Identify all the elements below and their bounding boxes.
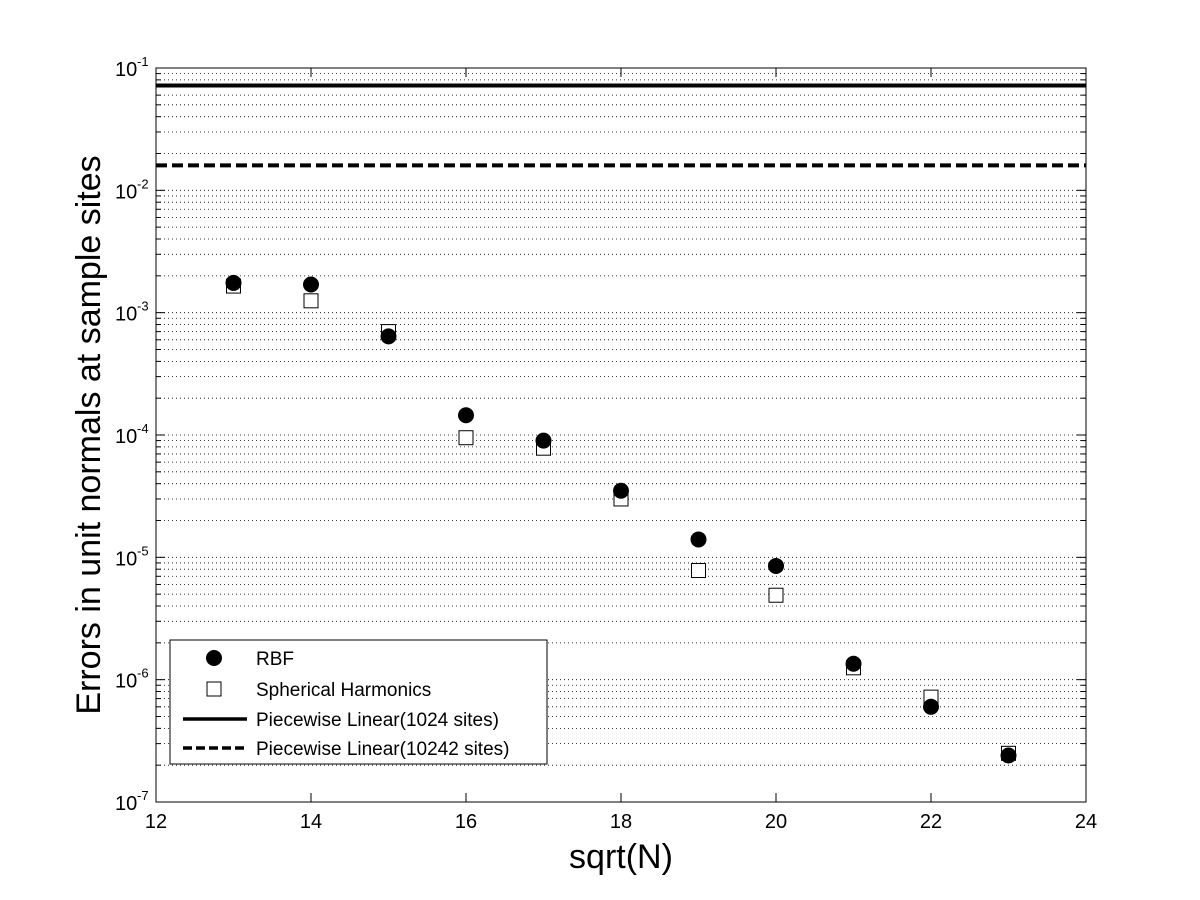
rbf-point bbox=[535, 432, 552, 449]
rbf-point bbox=[1000, 747, 1017, 764]
legend-label: RBF bbox=[256, 649, 294, 670]
svg-text:-5: -5 bbox=[137, 543, 149, 558]
legend-label: Piecewise Linear(1024 sites) bbox=[256, 710, 499, 731]
rbf-point bbox=[690, 531, 707, 548]
legend-entry: RBF bbox=[206, 649, 294, 670]
y-axis-label: Errors in unit normals at sample sites bbox=[70, 155, 108, 714]
svg-text:-1: -1 bbox=[137, 54, 149, 69]
y-tick-label: 10 -5 bbox=[115, 543, 149, 570]
rbf-point bbox=[380, 328, 397, 345]
rbf-point bbox=[845, 655, 862, 672]
data-markers bbox=[225, 274, 1017, 764]
svg-text:10: 10 bbox=[115, 426, 137, 448]
reference-lines bbox=[156, 83, 1086, 168]
svg-text:-6: -6 bbox=[137, 666, 149, 681]
y-tick-label: 10 -2 bbox=[115, 176, 149, 203]
x-axis-label: sqrt(N) bbox=[569, 838, 673, 876]
rbf-point bbox=[613, 482, 629, 499]
y-tick-label: 10 -7 bbox=[115, 788, 149, 815]
legend-marker bbox=[206, 650, 222, 666]
svg-text:-7: -7 bbox=[137, 788, 149, 803]
spherical-harmonics-point bbox=[768, 587, 784, 603]
spherical-harmonics-point bbox=[458, 430, 474, 446]
spherical-harmonics-point bbox=[303, 293, 319, 309]
spherical-harmonics-point bbox=[691, 563, 706, 579]
x-tick-label: 22 bbox=[920, 811, 942, 833]
svg-text:10: 10 bbox=[115, 181, 137, 203]
legend-label: Piecewise Linear(10242 sites) bbox=[256, 739, 509, 760]
rbf-point bbox=[225, 274, 242, 291]
y-tick-label: 10 -1 bbox=[115, 54, 149, 81]
svg-text:10: 10 bbox=[115, 671, 137, 693]
rbf-point bbox=[768, 557, 784, 574]
svg-text:-2: -2 bbox=[137, 176, 149, 191]
svg-text:10: 10 bbox=[115, 793, 137, 815]
legend-box bbox=[169, 639, 548, 765]
svg-text:10: 10 bbox=[115, 548, 137, 570]
x-tick-label: 20 bbox=[765, 811, 787, 833]
x-tick-label: 18 bbox=[610, 811, 632, 833]
y-tick-labels: 10-710-610-510-410-310-210-1 bbox=[115, 54, 149, 815]
legend: RBF Spherical Harmonics Piecewise Linear(1… bbox=[169, 639, 548, 765]
legend-marker bbox=[206, 681, 222, 697]
svg-text:-3: -3 bbox=[137, 299, 149, 314]
axis-ticks bbox=[155, 67, 1087, 803]
y-tick-label: 10 -6 bbox=[115, 666, 149, 693]
svg-text:-4: -4 bbox=[137, 421, 149, 436]
y-tick-label: 10 -3 bbox=[115, 299, 149, 326]
legend-entry: Piecewise Linear(10242 sites) bbox=[183, 739, 509, 760]
x-tick-labels: 12 14 16 18 20 22 24 bbox=[145, 811, 1097, 833]
legend-entry: Piecewise Linear(1024 sites) bbox=[183, 710, 499, 731]
legend-label: Spherical Harmonics bbox=[256, 680, 431, 701]
x-tick-label: 12 bbox=[145, 811, 167, 833]
x-tick-label: 16 bbox=[455, 811, 477, 833]
rbf-point bbox=[923, 698, 939, 715]
y-tick-label: 10 -4 bbox=[115, 421, 149, 448]
svg-text:10: 10 bbox=[115, 59, 137, 81]
legend-entry: Spherical Harmonics bbox=[206, 680, 431, 701]
x-tick-label: 24 bbox=[1075, 811, 1097, 833]
x-tick-label: 14 bbox=[300, 811, 322, 833]
rbf-point bbox=[303, 276, 319, 293]
rbf-point bbox=[458, 407, 474, 424]
svg-text:10: 10 bbox=[115, 304, 137, 326]
